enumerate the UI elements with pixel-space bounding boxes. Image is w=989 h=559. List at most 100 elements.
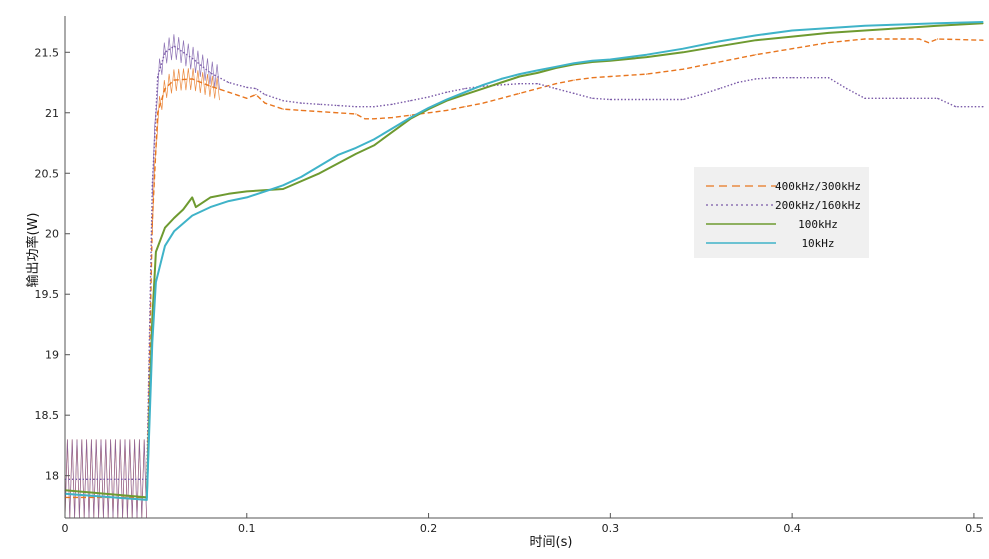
series-2-point-35 (864, 29, 866, 32)
series-1-point-19 (409, 100, 411, 102)
series-0-point-24 (482, 102, 484, 104)
series-0-point-41 (927, 42, 930, 44)
series-0-point-33 (682, 68, 684, 70)
series-2-point-31 (718, 45, 721, 47)
series-line-0 (65, 38, 984, 499)
series-1-point-24 (500, 84, 502, 86)
series-1-point-22 (464, 88, 466, 90)
ripple-band-2 (151, 68, 220, 233)
series-1-point-40 (846, 88, 848, 90)
series-3-point-38 (937, 22, 939, 24)
series-3-point-36 (864, 25, 866, 27)
series-2-point-32 (755, 39, 757, 41)
series-3-point-21 (464, 91, 466, 93)
series-0-point-32 (646, 73, 648, 75)
series-0-point-11 (264, 102, 266, 104)
series-0-point-5 (173, 79, 175, 81)
series-0-point-26 (518, 92, 521, 94)
series-3-point-6 (191, 215, 193, 217)
series-3-point-23 (500, 78, 502, 80)
series-1-point-17 (373, 106, 375, 108)
series-1-point-13 (300, 102, 302, 104)
series-3-point-2 (151, 342, 153, 344)
series-0-point-31 (609, 75, 611, 78)
legend-label-2: 100kHz (798, 218, 838, 231)
series-0-point-28 (555, 83, 557, 85)
series-2 (64, 22, 984, 499)
ticks-layer: 0 0.1 0.2 0.3 0.4 0.5 18 18.5 19 19.5 20 20.5 21 21.5 (35, 46, 983, 535)
series-2-point-15 (373, 144, 375, 146)
x-tick-label-4: 0.4 (783, 522, 801, 535)
series-3-point-20 (446, 98, 448, 101)
x-tick-label-0: 0 (62, 522, 69, 535)
series-0-point-29 (573, 79, 575, 81)
series-2-point-4 (164, 227, 166, 229)
series-0-point-35 (755, 54, 757, 56)
series-0-point-3 (157, 112, 159, 114)
series-3-point-5 (173, 230, 175, 232)
series-3-point-4 (164, 245, 166, 247)
series-1-point-2 (151, 184, 153, 186)
series-3-point-10 (264, 190, 266, 192)
series-1-point-9 (246, 86, 248, 88)
series-1-point-18 (391, 103, 393, 105)
series-0-point-23 (464, 106, 466, 108)
series-1-point-31 (646, 98, 648, 101)
series-1-point-28 (573, 92, 575, 94)
series-1-point-36 (755, 78, 757, 80)
series-1-point-6 (191, 57, 193, 59)
series-0-point-42 (937, 38, 939, 40)
series-3-point-37 (900, 23, 902, 26)
series-1-point-42 (900, 97, 902, 99)
series-3-point-39 (982, 21, 984, 23)
series-0-point-27 (537, 88, 539, 90)
series-0-point-38 (864, 38, 866, 40)
series-3-point-22 (482, 84, 484, 86)
series-0-point-16 (355, 113, 357, 115)
series-1-point-3 (157, 75, 159, 78)
series-1-point-43 (937, 97, 939, 99)
series-2-point-37 (937, 25, 939, 27)
series-3-point-28 (591, 60, 593, 62)
series-0-point-6 (191, 78, 193, 80)
series-2-point-23 (518, 75, 521, 78)
series-0-point-7 (209, 85, 211, 87)
series-3-point-18 (409, 117, 411, 119)
series-3-point-15 (355, 147, 357, 149)
series-0-point-14 (318, 111, 321, 113)
series-1-point-11 (264, 94, 266, 96)
series-1 (64, 45, 984, 480)
series-0-point-20 (409, 114, 411, 116)
series-2-point-9 (209, 196, 211, 198)
series-3-point-26 (555, 66, 557, 68)
series-1-point-33 (700, 94, 702, 96)
series-0-point-40 (918, 38, 921, 40)
series-0-point-22 (446, 109, 448, 111)
x-axis-title: 时间(s) (530, 535, 573, 550)
series-0-point-25 (500, 97, 502, 99)
series-3-point-35 (827, 27, 830, 29)
series-3-point-19 (428, 107, 430, 109)
series-3-point-30 (646, 54, 648, 56)
x-tick-label-1: 0.1 (238, 522, 256, 535)
series-2-point-6 (182, 208, 184, 211)
series-1-point-32 (682, 98, 684, 101)
series-0-point-18 (373, 118, 375, 120)
series-0-point-34 (718, 61, 721, 63)
series-3-point-1 (146, 499, 148, 501)
legend-label-3: 10kHz (801, 237, 834, 250)
series-3-point-7 (209, 206, 211, 208)
series-0-point-21 (428, 112, 430, 114)
series-1-point-16 (355, 106, 357, 108)
series-0-point-10 (255, 94, 257, 96)
ripple-band-path-3 (151, 34, 220, 198)
series-3-point-25 (537, 69, 539, 71)
series-1-point-20 (428, 96, 430, 98)
series-3-point-32 (718, 40, 721, 43)
series-2-point-8 (195, 206, 197, 208)
series-1-point-29 (591, 97, 593, 99)
series-3-point-24 (518, 73, 521, 75)
x-tick-label-3: 0.3 (602, 522, 620, 535)
series-0-point-43 (982, 39, 984, 41)
